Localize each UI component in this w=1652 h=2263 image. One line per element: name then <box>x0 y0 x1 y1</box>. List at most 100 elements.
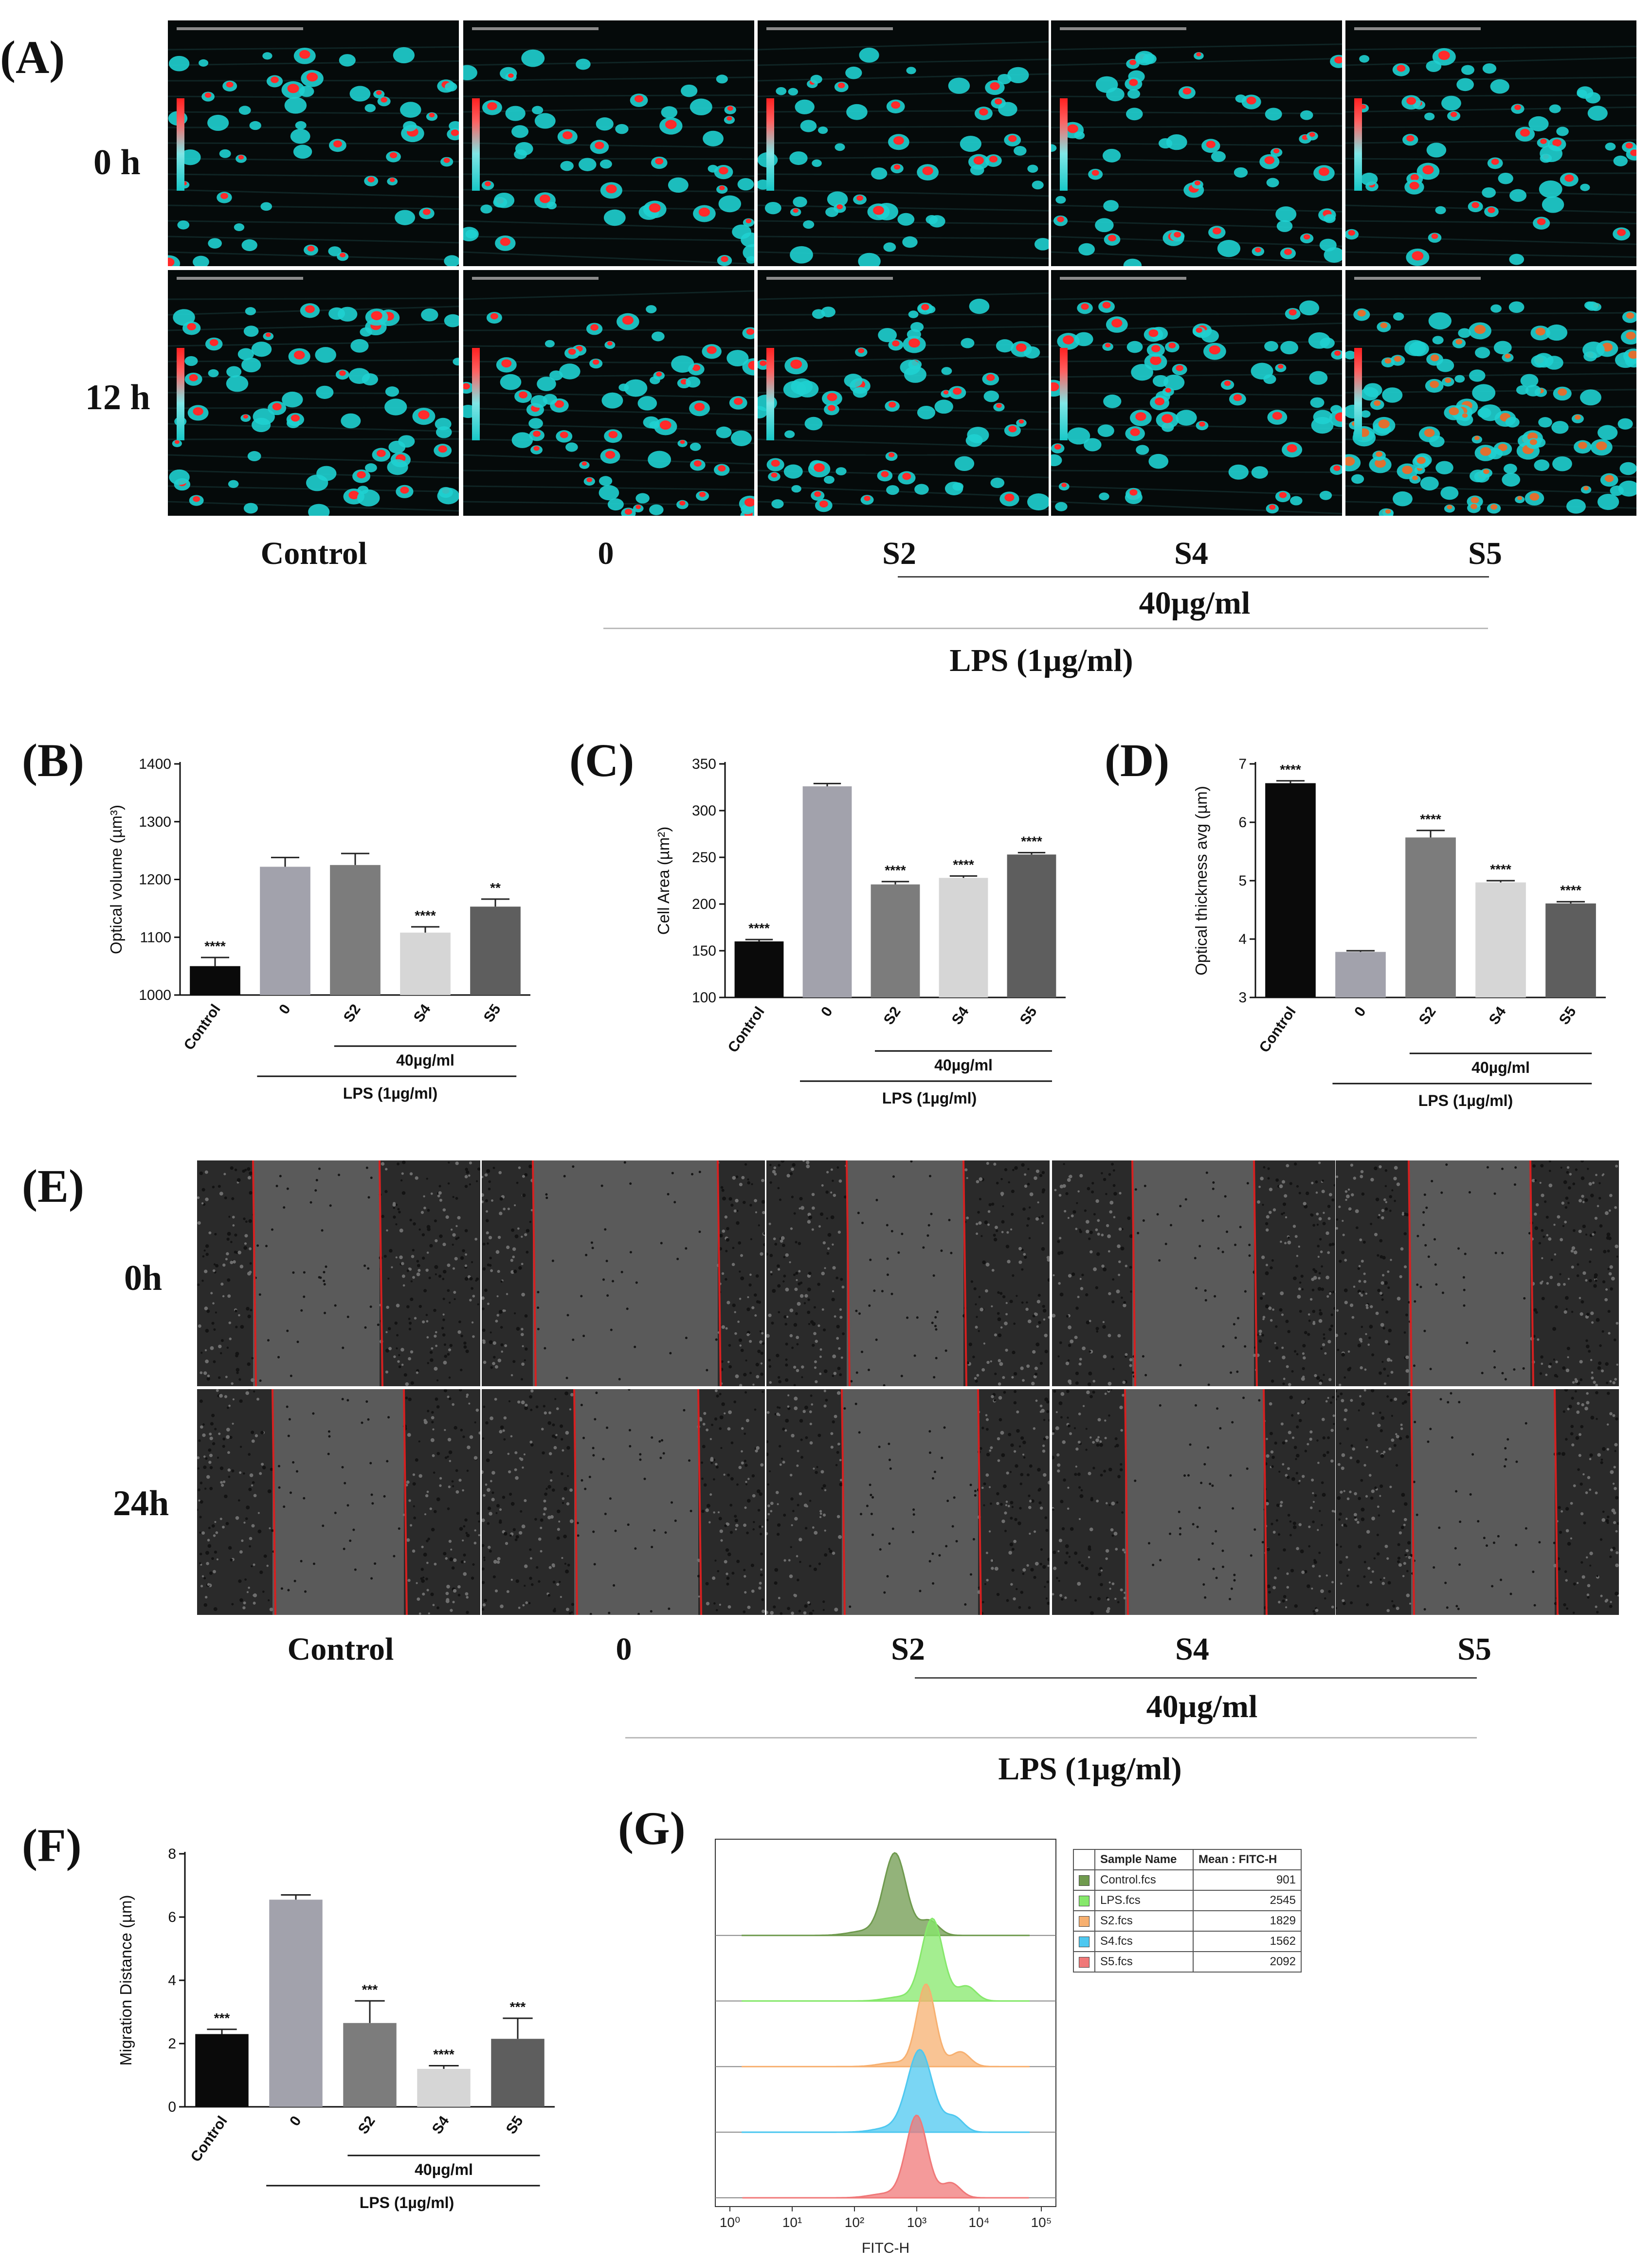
x-axis-title: FITC-H <box>862 2240 909 2256</box>
significance-label: ** <box>490 880 501 895</box>
panel-label-g: (G) <box>618 1802 686 1854</box>
x-tick-label: 0 <box>1351 1004 1369 1020</box>
legend-row: S5.fcs 2092 <box>1073 1951 1302 1973</box>
legend-sample-name: Control.fcs <box>1094 1869 1194 1891</box>
legend-mean-value: 2092 <box>1193 1951 1302 1973</box>
plot-area: 100 150 200 250 300 350 **** Control 0 **** S2 ****… <box>692 756 1066 1107</box>
y-axis-title: Optical volume (µm³) <box>107 805 125 954</box>
histogram-frame <box>715 1839 1056 2207</box>
panel-e-wound-image <box>197 1389 480 1615</box>
legend-sample-name: S4.fcs <box>1094 1931 1194 1952</box>
x-tick-label: S4 <box>429 2113 453 2137</box>
panel-a-row-label-0h: 0 h <box>93 143 141 182</box>
legend-swatch-s5 <box>1079 1956 1089 1968</box>
x-tick-label: Control <box>725 1004 768 1055</box>
panel-e-wound-image <box>766 1160 1050 1386</box>
significance-label: **** <box>1280 762 1301 777</box>
bar <box>1335 952 1386 997</box>
panel-a-cell-image <box>1345 20 1636 266</box>
lps-label: LPS (1µg/ml) <box>882 1089 977 1107</box>
y-tick-label: 1000 <box>139 987 171 1003</box>
panel-e-wound-image <box>1052 1389 1335 1615</box>
x-tick-label: 10⁵ <box>1031 2215 1052 2230</box>
bar <box>330 865 381 995</box>
x-tick-label: S4 <box>1486 1004 1509 1028</box>
conc-label: 40µg/ml <box>1471 1059 1530 1076</box>
panel-a-scale-bar <box>766 27 893 30</box>
y-tick-label: 350 <box>692 756 716 772</box>
x-tick-label: 10³ <box>907 2215 926 2230</box>
panel-a-cell-image <box>1051 20 1342 266</box>
panel-label-a: (A) <box>0 31 65 83</box>
panel-a-lps-label: LPS (1µg/ml) <box>949 643 1133 678</box>
panel-e-lps-line <box>625 1737 1477 1738</box>
x-tick-label: S5 <box>503 2113 526 2137</box>
bar <box>1007 854 1056 997</box>
panel-a-color-scale <box>177 348 184 440</box>
panel-e-row-label-0h: 0h <box>124 1258 163 1298</box>
chart-cell-area: 100 150 200 250 300 350 **** Control 0 **** S2 ****… <box>652 749 1080 1119</box>
bar <box>260 867 310 995</box>
histogram-s5 <box>742 2114 1029 2199</box>
chart-optical-volume: 1000 1100 1200 1300 1400 **** Control 0 S2 **** S4… <box>107 749 560 1119</box>
panel-e-conc-line <box>915 1677 1477 1679</box>
panel-e-group-s4: S4 <box>1175 1631 1209 1667</box>
panel-a-conc-line <box>898 576 1489 578</box>
x-tick-label: S4 <box>949 1004 972 1028</box>
x-tick-label: S5 <box>481 1001 504 1025</box>
y-tick-label: 2 <box>168 2036 176 2052</box>
panel-a-color-scale <box>1354 98 1362 191</box>
y-axis-title: Optical thickness avg (µm) <box>1192 786 1210 975</box>
bar <box>400 932 451 995</box>
panel-a-group-0: 0 <box>598 536 614 571</box>
y-tick-label: 8 <box>168 1846 176 1862</box>
panel-e-conc-label: 40µg/ml <box>1146 1689 1258 1724</box>
legend-swatch-s4 <box>1079 1936 1089 1947</box>
panel-e-wound-image <box>1052 1160 1335 1386</box>
bar <box>190 966 240 995</box>
panel-a-scale-bar <box>1354 27 1481 30</box>
plot-area: 3 4 5 6 7 **** Control 0 **** S2 **** S4 **** S5 40µg/… <box>1238 756 1606 1109</box>
x-tick-label: S2 <box>881 1004 904 1028</box>
panel-a-scale-bar <box>472 27 599 30</box>
bar <box>1265 783 1316 997</box>
significance-label: *** <box>510 1999 526 2014</box>
panel-a-cell-image <box>758 270 1049 516</box>
legend-header-sample: Sample Name <box>1094 1849 1194 1870</box>
legend-row: Control.fcs 901 <box>1073 1869 1302 1891</box>
y-tick-label: 300 <box>692 803 716 819</box>
legend-header-mean: Mean : FITC-H <box>1193 1849 1302 1870</box>
histogram-s2 <box>742 1983 1030 2067</box>
panel-e-wound-image <box>1336 1160 1619 1386</box>
legend-mean-value: 901 <box>1193 1869 1302 1891</box>
y-axis-title: Cell Area (µm²) <box>654 827 672 935</box>
panel-a-color-scale <box>766 348 774 440</box>
legend-sample-name: S5.fcs <box>1094 1951 1194 1973</box>
histogram-svg: 10⁰ 10¹ 10² 10³ 10⁴ 10⁵ FITC-H <box>715 1839 1056 2256</box>
plot-area: 1000 1100 1200 1300 1400 **** Control 0 S2 **** S4… <box>139 756 530 1102</box>
histogram-s4 <box>742 2048 1030 2133</box>
panel-a-scale-bar <box>177 27 303 30</box>
panel-a-scale-bar <box>1060 27 1186 30</box>
significance-label: **** <box>433 2047 454 2062</box>
x-tick-label: 10² <box>845 2215 864 2230</box>
panel-e-group-s5: S5 <box>1457 1631 1491 1667</box>
x-tick-label: 0 <box>276 1001 294 1017</box>
conc-label: 40µg/ml <box>396 1051 454 1069</box>
y-tick-label: 0 <box>168 2099 176 2115</box>
significance-label: **** <box>1490 862 1511 877</box>
significance-label: *** <box>362 1982 378 1997</box>
legend-row: LPS.fcs 2545 <box>1073 1890 1302 1911</box>
y-tick-label: 4 <box>1238 931 1247 947</box>
legend-sample-name: S2.fcs <box>1094 1910 1194 1932</box>
y-tick-label: 1100 <box>140 929 171 945</box>
panel-label-b: (B) <box>22 734 84 786</box>
panel-e-wound-image <box>766 1389 1050 1615</box>
significance-label: **** <box>885 863 906 878</box>
x-tick-label: 10⁴ <box>968 2215 989 2230</box>
x-tick-label: 10¹ <box>782 2215 802 2230</box>
panel-a-color-scale <box>1060 98 1068 191</box>
panel-a-color-scale <box>1060 348 1068 440</box>
lps-label: LPS (1µg/ml) <box>360 2194 454 2211</box>
